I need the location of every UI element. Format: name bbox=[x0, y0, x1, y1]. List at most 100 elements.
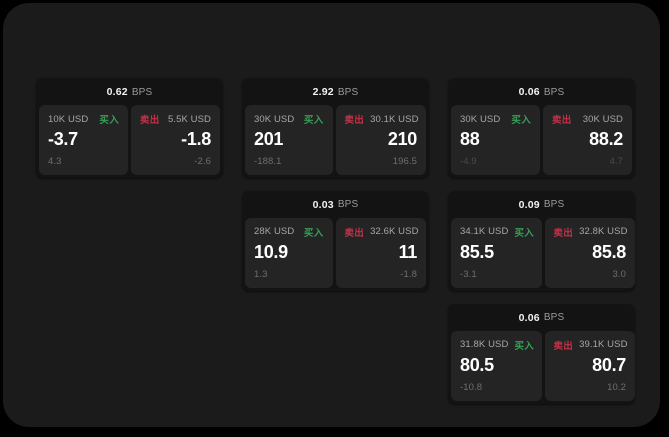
sell-tag: 卖出 bbox=[553, 227, 574, 239]
buy-tag: 买入 bbox=[511, 115, 531, 126]
buy-panel[interactable]: 30K USD 买入 88 -4.9 bbox=[451, 105, 540, 175]
buy-tag: 买入 bbox=[303, 227, 324, 239]
buy-tag: 买入 bbox=[99, 115, 119, 126]
buy-delta: -188.1 bbox=[254, 155, 282, 167]
buy-delta: -10.8 bbox=[460, 381, 483, 393]
buy-panel-header: 31.8K USD 买入 bbox=[460, 338, 535, 352]
sell-panel[interactable]: 卖出 30.1K USD 210 196.5 bbox=[335, 105, 426, 175]
buy-delta: 4.3 bbox=[48, 155, 62, 167]
buy-tag: 买入 bbox=[514, 340, 535, 352]
buy-tag: 买入 bbox=[514, 227, 535, 239]
sell-panel-header: 卖出 30.1K USD bbox=[344, 112, 419, 127]
buy-panel-header: 34.1K USD 买入 bbox=[460, 225, 535, 239]
sell-panel[interactable]: 卖出 32.8K USD 85.8 3.0 bbox=[544, 217, 635, 288]
quote-card-grid: 0.62 BPS 10K USD 买入 -3.7 4.3 卖出 5.5K USD -1.8 -2.… bbox=[36, 78, 636, 404]
sell-size-label: 32.6K USD bbox=[370, 226, 419, 238]
buy-panel-header: 30K USD 买入 bbox=[254, 112, 324, 127]
card-header: 0.09 BPS bbox=[448, 191, 635, 215]
bps-value: 0.62 bbox=[106, 86, 128, 98]
buy-panel-header: 30K USD 买入 bbox=[460, 112, 531, 127]
sell-panel-header: 卖出 30K USD bbox=[552, 112, 623, 127]
bps-unit-label: BPS bbox=[337, 199, 359, 211]
bps-unit-label: BPS bbox=[543, 86, 565, 98]
buy-size-label: 10K USD bbox=[48, 113, 89, 125]
bps-value: 0.03 bbox=[312, 198, 334, 211]
quote-card[interactable]: 0.09 BPS 34.1K USD 买入 85.5 -3.1 卖出 32.8K USD 85.… bbox=[448, 190, 635, 291]
sell-price: 85.8 bbox=[592, 241, 626, 262]
buy-size-label: 30K USD bbox=[254, 113, 295, 125]
bps-value: 0.06 bbox=[518, 86, 540, 98]
buy-size-label: 31.8K USD bbox=[460, 339, 509, 351]
bps-value: 0.09 bbox=[518, 198, 540, 211]
card-panels: 34.1K USD 买入 85.5 -3.1 卖出 32.8K USD 85.8 3.0 bbox=[448, 215, 635, 291]
sell-tag: 卖出 bbox=[344, 227, 365, 239]
sell-price: 88.2 bbox=[589, 129, 623, 149]
bps-value: 0.06 bbox=[518, 311, 540, 324]
sell-price: 210 bbox=[387, 129, 417, 149]
card-panels: 31.8K USD 买入 80.5 -10.8 卖出 39.1K USD 80.7 10.2 bbox=[448, 328, 635, 404]
quote-column: 0.06 BPS 30K USD 买入 88 -4.9 卖出 30K USD 88.2 4.7 0.… bbox=[448, 78, 635, 404]
quote-column: 2.92 BPS 30K USD 买入 201 -188.1 卖出 30.1K USD 210 1… bbox=[242, 78, 429, 291]
buy-price: -3.7 bbox=[48, 129, 78, 149]
sell-tag: 卖出 bbox=[140, 115, 160, 126]
quote-card[interactable]: 0.06 BPS 30K USD 买入 88 -4.9 卖出 30K USD 88.2 4.7 bbox=[448, 78, 635, 178]
buy-panel[interactable]: 31.8K USD 买入 80.5 -10.8 bbox=[451, 330, 542, 401]
buy-size-label: 30K USD bbox=[460, 113, 501, 125]
buy-size-label: 28K USD bbox=[254, 226, 295, 238]
sell-panel-header: 卖出 32.8K USD bbox=[553, 225, 628, 239]
buy-price: 88 bbox=[460, 129, 480, 149]
buy-price: 80.5 bbox=[460, 354, 494, 375]
buy-price: 201 bbox=[254, 129, 284, 149]
bps-unit-label: BPS bbox=[543, 312, 565, 324]
card-panels: 30K USD 买入 88 -4.9 卖出 30K USD 88.2 4.7 bbox=[448, 102, 635, 178]
buy-size-label: 34.1K USD bbox=[460, 226, 509, 238]
card-panels: 10K USD 买入 -3.7 4.3 卖出 5.5K USD -1.8 -2.6 bbox=[36, 102, 223, 178]
sell-tag: 卖出 bbox=[552, 115, 572, 126]
sell-size-label: 39.1K USD bbox=[579, 339, 628, 351]
sell-panel[interactable]: 卖出 32.6K USD 11 -1.8 bbox=[335, 217, 426, 288]
card-header: 2.92 BPS bbox=[242, 78, 429, 102]
sell-panel-header: 卖出 39.1K USD bbox=[554, 338, 628, 352]
sell-delta: -2.6 bbox=[194, 155, 211, 167]
sell-tag: 卖出 bbox=[344, 115, 365, 126]
card-header: 0.03 BPS bbox=[242, 191, 429, 215]
bps-value: 2.92 bbox=[312, 86, 334, 98]
sell-panel[interactable]: 卖出 5.5K USD -1.8 -2.6 bbox=[131, 105, 220, 175]
sell-size-label: 5.5K USD bbox=[167, 113, 211, 125]
sell-size-label: 30K USD bbox=[582, 113, 623, 125]
buy-panel[interactable]: 30K USD 买入 201 -188.1 bbox=[245, 105, 333, 175]
buy-price: 10.9 bbox=[254, 241, 288, 262]
sell-panel-header: 卖出 5.5K USD bbox=[140, 112, 211, 127]
quote-card[interactable]: 2.92 BPS 30K USD 买入 201 -188.1 卖出 30.1K USD 210 1… bbox=[242, 78, 429, 178]
card-header: 0.06 BPS bbox=[448, 78, 635, 102]
sell-price: -1.8 bbox=[181, 129, 211, 149]
card-header: 0.06 BPS bbox=[448, 304, 635, 328]
quote-column: 0.62 BPS 10K USD 买入 -3.7 4.3 卖出 5.5K USD -1.8 -2.… bbox=[36, 78, 223, 178]
app-surface: 0.62 BPS 10K USD 买入 -3.7 4.3 卖出 5.5K USD -1.8 -2.… bbox=[3, 3, 660, 427]
sell-delta: 196.5 bbox=[392, 155, 417, 167]
quote-card[interactable]: 0.06 BPS 31.8K USD 买入 80.5 -10.8 卖出 39.1K USD 80… bbox=[448, 303, 635, 404]
card-header: 0.62 BPS bbox=[36, 78, 223, 102]
buy-delta: -3.1 bbox=[460, 268, 477, 280]
sell-price: 80.7 bbox=[592, 354, 626, 375]
buy-panel[interactable]: 34.1K USD 买入 85.5 -3.1 bbox=[451, 217, 542, 288]
buy-panel[interactable]: 10K USD 买入 -3.7 4.3 bbox=[39, 105, 128, 175]
sell-panel-header: 卖出 32.6K USD bbox=[344, 225, 419, 239]
sell-delta: 10.2 bbox=[607, 381, 626, 393]
buy-panel[interactable]: 28K USD 买入 10.9 1.3 bbox=[245, 217, 333, 288]
quote-card[interactable]: 0.03 BPS 28K USD 买入 10.9 1.3 卖出 32.6K USD 11 -1.8 bbox=[242, 190, 429, 291]
buy-delta: 1.3 bbox=[254, 268, 268, 280]
sell-panel[interactable]: 卖出 39.1K USD 80.7 10.2 bbox=[544, 330, 635, 401]
bps-unit-label: BPS bbox=[337, 86, 359, 98]
buy-delta: -4.9 bbox=[460, 155, 477, 167]
sell-delta: -1.8 bbox=[400, 268, 417, 280]
sell-panel[interactable]: 卖出 30K USD 88.2 4.7 bbox=[543, 105, 632, 175]
buy-price: 85.5 bbox=[460, 241, 494, 262]
buy-panel-header: 28K USD 买入 bbox=[254, 225, 324, 239]
buy-panel-header: 10K USD 买入 bbox=[48, 112, 119, 127]
bps-unit-label: BPS bbox=[131, 86, 153, 98]
card-panels: 30K USD 买入 201 -188.1 卖出 30.1K USD 210 196.5 bbox=[242, 102, 429, 178]
sell-delta: 4.7 bbox=[609, 155, 623, 167]
quote-card[interactable]: 0.62 BPS 10K USD 买入 -3.7 4.3 卖出 5.5K USD -1.8 -2.… bbox=[36, 78, 223, 178]
bps-unit-label: BPS bbox=[543, 199, 565, 211]
